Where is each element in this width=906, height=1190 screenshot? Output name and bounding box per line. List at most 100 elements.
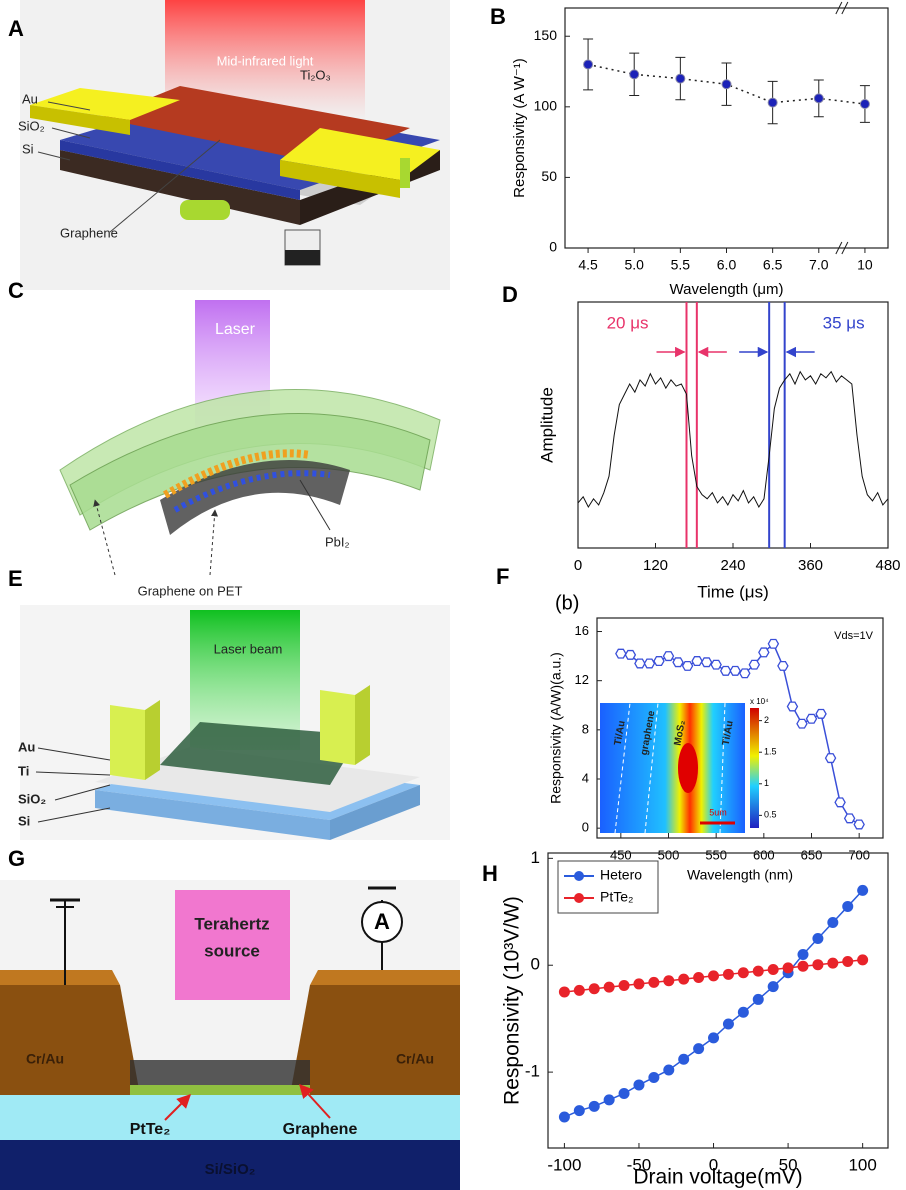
point [721, 79, 732, 90]
y-tick-label: 16 [575, 623, 589, 638]
diagram-label: Au [22, 91, 38, 106]
x-tick-label: 6.0 [717, 257, 737, 273]
x-tick-label: 5.5 [671, 257, 691, 273]
point [767, 964, 779, 976]
point [834, 797, 846, 808]
y-axis-label: Responsivity (A W⁻¹) [511, 58, 528, 198]
point [672, 657, 684, 668]
inset-hotspot [678, 743, 698, 793]
inset-boundary [719, 702, 726, 834]
x-tick-label: 50 [779, 1155, 798, 1174]
point [588, 983, 600, 995]
x-tick-label: 700 [848, 847, 870, 862]
legend-label: Hetero [600, 867, 642, 883]
x-tick-label: 6.5 [763, 257, 783, 273]
x-tick-label: -50 [627, 1155, 652, 1174]
point [629, 69, 640, 80]
legend-label: PtTe₂ [600, 889, 633, 905]
point [634, 658, 646, 669]
point [739, 668, 751, 679]
point [853, 819, 865, 830]
point [767, 97, 778, 108]
inset-boundary [644, 702, 659, 834]
panel-label: D [502, 282, 518, 307]
point [708, 1032, 720, 1044]
point [700, 657, 713, 668]
point [752, 965, 764, 977]
point [842, 900, 854, 912]
point [691, 656, 703, 666]
colorbar-tick-label: 2 [764, 715, 769, 725]
point [812, 959, 824, 971]
diagram-label: Si [18, 813, 30, 828]
y-tick-label: 8 [582, 721, 589, 736]
plot-frame [577, 301, 889, 549]
point [722, 968, 734, 980]
point [767, 981, 779, 993]
inset-label: MoS₂ [673, 719, 688, 746]
point [805, 713, 818, 724]
diagram-label: Laser [215, 321, 256, 338]
colorbar-tick-label: 1.5 [764, 747, 777, 757]
point [843, 813, 856, 824]
x-axis-label: Drain voltage(mV) [633, 1166, 802, 1189]
colorbar-tick-label: 1 [764, 778, 769, 788]
point [729, 665, 741, 676]
point [737, 1006, 749, 1018]
y-tick-label: 0 [531, 955, 540, 974]
point [648, 1071, 660, 1083]
y-axis-label: Responsivity (A/W)(a.u.) [548, 652, 564, 804]
point [813, 93, 824, 104]
x-tick-label: 240 [720, 557, 745, 574]
point [857, 954, 869, 966]
y-axis-label: Responsivity (10³V/W) [501, 896, 524, 1105]
diagram-label: SiO₂ [18, 791, 46, 806]
y-tick-label: 12 [575, 672, 589, 687]
point [675, 73, 686, 84]
diagram-label: Cr/Au [26, 1051, 64, 1067]
point [603, 1094, 615, 1106]
point [558, 986, 570, 998]
panel-label: B [490, 4, 506, 29]
point [710, 659, 722, 670]
diagram-label: Terahertz [194, 914, 269, 933]
diagram-c: Laser Graphene on PET PbI₂ [59, 300, 441, 598]
diagram-label: Mid-infrared light [217, 53, 314, 68]
point [708, 970, 720, 982]
plot-frame [547, 852, 889, 1149]
plot-frame [564, 7, 889, 249]
point [662, 651, 675, 662]
inset-label: Ti/Au [613, 720, 628, 746]
x-tick-label: 600 [753, 847, 775, 862]
point [827, 957, 839, 969]
x-tick-label: 0 [574, 557, 582, 574]
y-tick-label: 100 [534, 98, 558, 114]
point [681, 660, 694, 671]
diagram-label: Au [18, 739, 35, 754]
x-tick-label: 100 [848, 1155, 876, 1174]
x-tick-label: 0 [709, 1155, 718, 1174]
x-tick-label: 650 [801, 847, 823, 862]
x-tick-label: 4.5 [578, 257, 598, 273]
point [796, 718, 808, 729]
point [573, 984, 585, 996]
point [588, 1100, 600, 1112]
diagram-e: Laser beam Au Ti SiO₂ Si [18, 605, 450, 840]
point [737, 967, 749, 979]
y-axis-label: Amplitude [537, 387, 556, 463]
colorbar-unit: x 10⁴ [750, 697, 769, 706]
point [618, 980, 630, 992]
diagram-label: PtTe₂ [130, 1121, 171, 1138]
panel-label: G [8, 846, 25, 871]
point [633, 978, 645, 990]
diagram-label: Ti₂O₃ [300, 67, 331, 82]
point [678, 973, 690, 985]
panel-label: F [496, 564, 509, 589]
point [857, 884, 869, 896]
diagram-label: Si/SiO₂ [205, 1161, 256, 1178]
y-tick-label: 50 [541, 168, 557, 184]
point [558, 1111, 570, 1123]
point [782, 962, 794, 974]
axis-break [841, 1, 849, 15]
